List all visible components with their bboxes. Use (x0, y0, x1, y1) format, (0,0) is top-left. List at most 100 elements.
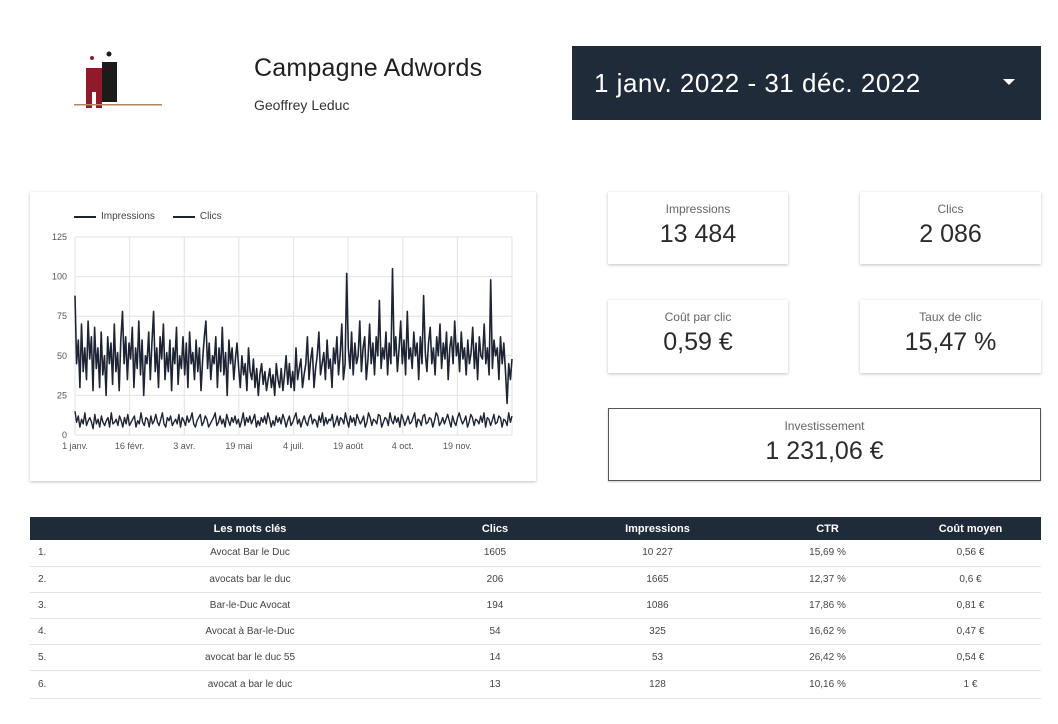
row-impressions: 10 227 (560, 540, 755, 567)
row-index: 4. (30, 618, 70, 645)
row-cout: 0,56 € (900, 540, 1041, 567)
table-header-index (30, 517, 70, 540)
legend-label-impressions: Impressions (101, 211, 155, 222)
chart-legend: Impressions Clics (74, 211, 222, 222)
row-clics: 54 (430, 618, 560, 645)
date-range-label: 1 janv. 2022 - 31 déc. 2022 (594, 67, 921, 98)
row-index: 3. (30, 592, 70, 619)
timeseries-chart: Impressions Clics 0 25 50 75 100 125 1 janv. 16… (30, 192, 536, 481)
row-cout: 0,54 € (900, 644, 1041, 671)
report-header: Campagne Adwords Geoffrey Leduc (254, 54, 482, 113)
row-keyword: avocat a bar le duc (70, 670, 430, 699)
row-ctr: 17,86 % (755, 592, 900, 619)
row-index: 6. (30, 670, 70, 699)
row-ctr: 26,42 % (755, 644, 900, 671)
row-index: 2. (30, 566, 70, 593)
report-title: Campagne Adwords (254, 54, 483, 82)
x-tick-label: 19 nov. (443, 441, 472, 451)
row-index: 5. (30, 644, 70, 671)
x-tick-label: 1 janv. (62, 441, 88, 451)
kpi-impressions-card: Impressions 13 484 (608, 192, 788, 264)
legend-line-impressions (74, 215, 96, 218)
table-header-keyword[interactable]: Les mots clés (213, 522, 287, 535)
y-tick-label: 100 (52, 272, 67, 282)
row-clics: 14 (430, 644, 560, 671)
logo-bar-black-2 (110, 62, 117, 102)
logo (74, 48, 164, 112)
row-impressions: 1086 (560, 592, 755, 619)
x-tick-label: 19 mai (225, 441, 252, 451)
legend-item-impressions[interactable]: Impressions (74, 211, 155, 222)
logo-gap (92, 92, 96, 108)
kpi-cpc-value: 0,59 € (663, 328, 733, 356)
row-cout: 0,47 € (900, 618, 1041, 645)
date-range-picker[interactable]: 1 janv. 2022 - 31 déc. 2022 (572, 46, 1041, 120)
row-clics: 206 (430, 566, 560, 593)
y-tick-label: 50 (57, 351, 67, 361)
row-keyword: Avocat à Bar-le-Duc (70, 618, 430, 645)
table-header-row: Les mots clés Clics Impressions CTR Coût… (30, 517, 1041, 540)
report-author: Geoffrey Leduc (254, 97, 350, 113)
table-row: 1. Avocat Bar le Duc 1605 10 227 15,69 %… (30, 540, 1041, 567)
row-cout: 1 € (900, 670, 1041, 699)
kpi-ctr-value: 15,47 % (904, 328, 997, 356)
row-keyword: Avocat Bar le Duc (70, 540, 430, 567)
kpi-cpc-label: Coût par clic (664, 310, 732, 324)
table-row: 3. Bar-le-Duc Avocat 194 1086 17,86 % 0,… (30, 592, 1041, 619)
row-impressions: 1665 (560, 566, 755, 593)
y-tick-label: 75 (57, 311, 67, 321)
legend-item-clics[interactable]: Clics (172, 211, 222, 222)
table-row: 4. Avocat à Bar-le-Duc 54 325 16,62 % 0,… (30, 618, 1041, 645)
row-keyword: avocat bar le duc 55 (70, 644, 430, 671)
logo-dot-1 (90, 56, 94, 60)
row-index: 1. (30, 540, 70, 567)
keywords-table: Les mots clés Clics Impressions CTR Coût… (30, 517, 1041, 699)
y-tick-label: 0 (62, 430, 67, 440)
row-cout: 0,81 € (900, 592, 1041, 619)
legend-line-clics (172, 215, 195, 218)
y-tick-label: 25 (57, 390, 67, 400)
kpi-investissement-label: Investissement (784, 419, 865, 433)
kpi-clics-value: 2 086 (919, 220, 982, 248)
row-impressions: 53 (560, 644, 755, 671)
row-impressions: 325 (560, 618, 755, 645)
table-header-ctr[interactable]: CTR (816, 522, 839, 535)
x-tick-label: 16 févr. (115, 441, 145, 451)
kpi-impressions-value: 13 484 (659, 220, 737, 248)
y-tick-label: 125 (52, 232, 67, 242)
logo-bar-red (86, 68, 102, 108)
x-tick-label: 4 oct. (392, 441, 414, 451)
x-tick-label: 4 juil. (283, 441, 304, 451)
series-line-clics (74, 411, 513, 430)
kpi-ctr-card: Taux de clic 15,47 % (860, 300, 1041, 373)
row-ctr: 15,69 % (755, 540, 900, 567)
row-ctr: 10,16 % (755, 670, 900, 699)
chevron-down-icon[interactable] (1003, 79, 1015, 85)
row-impressions: 128 (560, 670, 755, 699)
kpi-impressions-label: Impressions (665, 202, 731, 216)
x-tick-label: 3 avr. (173, 441, 195, 451)
row-clics: 1605 (430, 540, 560, 567)
row-keyword: avocats bar le duc (70, 566, 430, 593)
table-row: 5. avocat bar le duc 55 14 53 26,42 % 0,… (30, 644, 1041, 671)
table-header-clics[interactable]: Clics (481, 522, 509, 535)
logo-dot-2 (106, 51, 112, 57)
kpi-investissement-value: 1 231,06 € (765, 437, 884, 465)
series-line-impressions (74, 267, 513, 405)
row-ctr: 16,62 % (755, 618, 900, 645)
row-keyword: Bar-le-Duc Avocat (70, 592, 430, 619)
kpi-clics-label: Clics (937, 202, 964, 216)
kpi-investissement-card: Investissement 1 231,06 € (608, 408, 1041, 481)
row-clics: 13 (430, 670, 560, 699)
row-clics: 194 (430, 592, 560, 619)
table-header-impressions[interactable]: Impressions (625, 522, 690, 535)
logo-baseline (74, 104, 162, 106)
row-ctr: 12,37 % (755, 566, 900, 593)
x-tick-label: 19 août (333, 441, 364, 451)
kpi-ctr-label: Taux de clic (919, 310, 982, 324)
table-row: 6. avocat a bar le duc 13 128 10,16 % 1 … (30, 670, 1041, 699)
table-header-cout[interactable]: Coût moyen (938, 522, 1003, 535)
legend-label-clics: Clics (199, 211, 222, 222)
logo-bar-black (102, 62, 110, 102)
kpi-cpc-card: Coût par clic 0,59 € (608, 300, 788, 373)
